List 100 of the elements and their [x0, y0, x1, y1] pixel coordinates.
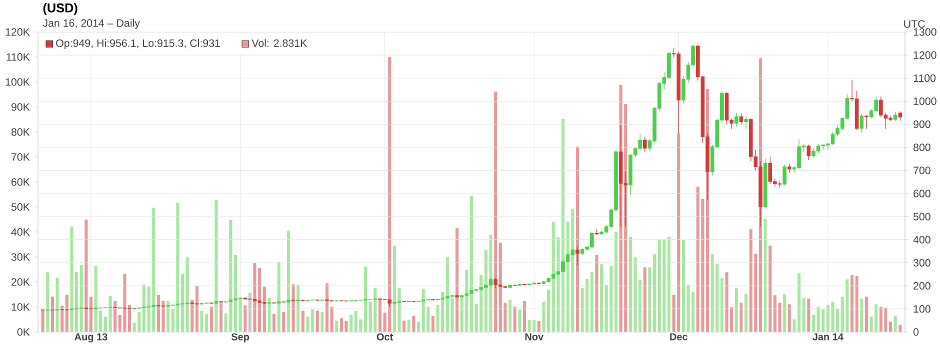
bar	[792, 319, 796, 332]
candlestick	[782, 164, 786, 186]
bar	[508, 300, 512, 332]
y2-tick-label: 900	[914, 120, 930, 128]
bar	[826, 304, 830, 332]
y2-tick-label: 400	[913, 236, 930, 244]
bar	[855, 276, 858, 332]
candlestick	[860, 114, 864, 133]
bar	[186, 257, 189, 332]
bar	[296, 284, 300, 332]
y2-tick-label: 600	[914, 190, 930, 198]
y-tick-label: 110K	[6, 53, 30, 61]
bar	[740, 302, 743, 332]
bar	[60, 306, 64, 332]
bar	[470, 196, 474, 332]
bar	[238, 299, 242, 332]
candlestick	[898, 111, 902, 122]
bar	[537, 320, 540, 332]
y-tick-label: 80K	[11, 128, 30, 136]
bar	[898, 324, 902, 332]
bar	[166, 300, 170, 332]
y2-tick-label: 300	[913, 258, 930, 267]
bar	[195, 286, 198, 332]
bar	[797, 273, 801, 332]
bar	[768, 246, 772, 332]
bar	[807, 298, 810, 332]
y-tick-label: 120K	[6, 28, 30, 36]
bar	[653, 254, 656, 332]
bar	[412, 316, 416, 332]
bar	[292, 284, 295, 332]
bar	[576, 146, 579, 332]
bar	[277, 262, 280, 332]
bar	[518, 310, 522, 332]
bar	[272, 314, 276, 332]
bar	[350, 314, 353, 332]
bar	[431, 316, 434, 332]
bar	[210, 306, 213, 332]
bar	[561, 118, 565, 332]
y-tick-label: 40K	[11, 228, 30, 236]
bar	[335, 320, 338, 332]
candlestick	[744, 116, 748, 130]
bar	[600, 264, 604, 332]
bar	[802, 298, 806, 332]
bar	[522, 300, 526, 332]
candlestick	[642, 136, 647, 152]
chart-title: (USD)	[43, 3, 78, 15]
bar	[378, 299, 382, 332]
bar	[234, 254, 238, 332]
bar	[262, 286, 266, 332]
bar	[850, 274, 854, 332]
bar	[89, 296, 93, 332]
bar	[860, 298, 864, 332]
y-tick-label: 70K	[12, 153, 30, 161]
y2-tick-label: 1200	[914, 51, 936, 59]
bar	[301, 310, 304, 332]
bar	[330, 306, 334, 332]
y-tick-label: 100K	[6, 78, 30, 86]
bar	[180, 274, 184, 332]
candlestick	[893, 111, 898, 122]
bar	[316, 310, 319, 332]
y2-tick-label: 200	[914, 282, 930, 290]
bar	[80, 264, 83, 332]
bar	[214, 200, 218, 332]
candlestick	[576, 246, 580, 266]
x-tick-label: Dec	[670, 333, 688, 340]
y-tick-label: 90K	[11, 103, 30, 111]
y-tick-label: 30K	[11, 253, 30, 261]
bar	[286, 230, 290, 332]
bar	[320, 312, 324, 332]
bar	[84, 219, 88, 332]
bar	[682, 240, 685, 332]
bar	[894, 316, 897, 332]
bar	[248, 292, 252, 332]
bar	[494, 92, 498, 332]
y2-tick-label: 800	[914, 144, 930, 152]
text: UTC	[904, 20, 925, 28]
y-tick-label: 20K	[12, 278, 30, 286]
bar	[734, 288, 738, 332]
chart-subtitle: Jan 16, 2014 – Daily	[42, 19, 140, 29]
y2-tick-label: 1000	[914, 97, 936, 105]
bar	[744, 294, 748, 332]
bar	[864, 296, 868, 332]
bar	[56, 278, 59, 332]
bar	[513, 306, 516, 332]
bar	[456, 228, 459, 332]
bar	[205, 314, 208, 332]
bar	[590, 272, 594, 332]
bar	[614, 232, 618, 332]
y-tick-label: 60K	[12, 178, 30, 186]
bar	[783, 294, 786, 332]
x-tick-label: Sep	[231, 333, 250, 342]
bar	[114, 300, 117, 332]
candlestick	[806, 144, 811, 160]
bar	[282, 312, 286, 332]
legend-label: Vol: 2.831K	[252, 39, 308, 47]
x-tick-label: Oct	[376, 333, 394, 340]
bar	[118, 314, 122, 332]
bar	[643, 267, 646, 332]
y2-tick-label: 700	[914, 166, 930, 174]
bar	[667, 236, 671, 332]
